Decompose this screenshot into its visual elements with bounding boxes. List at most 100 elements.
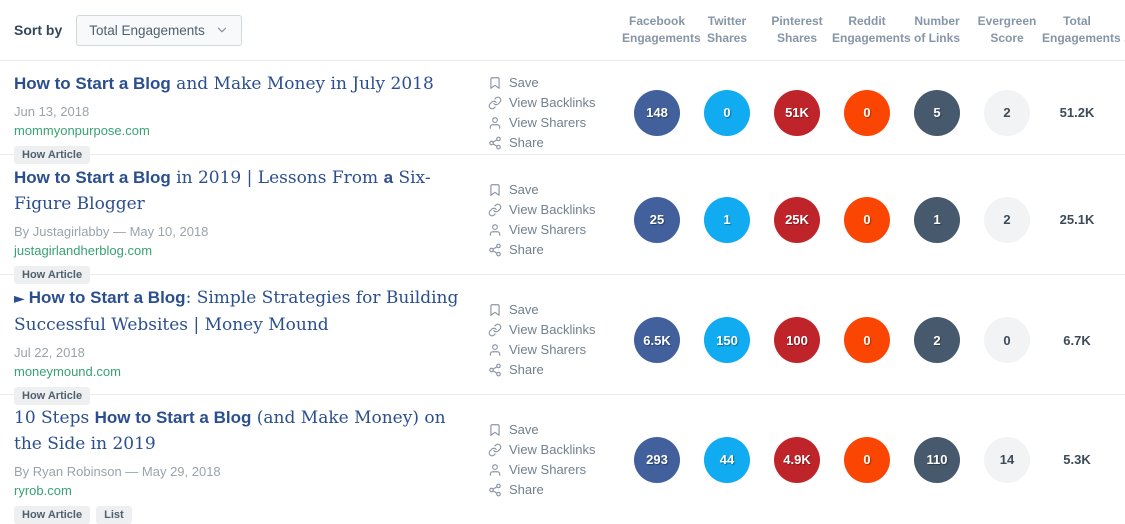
tag-badge: How Article xyxy=(14,266,91,284)
column-header-reddit-engagements[interactable]: Reddit Engagements xyxy=(832,14,911,45)
article-actions: Save View Backlinks View Sharers Share xyxy=(488,302,622,378)
link-icon xyxy=(488,443,502,457)
article-date: Jul 22, 2018 xyxy=(14,345,85,360)
article-row: How to Start a Blog and Make Money in Ju… xyxy=(0,60,1125,164)
article-row: ► How to Start a Blog: Simple Strategies … xyxy=(0,274,1125,405)
article-title-link[interactable]: ► How to Start a Blog: Simple Strategies … xyxy=(14,288,459,335)
bookmark-icon xyxy=(488,303,502,317)
column-header-evergreen-score[interactable]: Evergreen Score xyxy=(977,14,1037,45)
total-engagements-value: 25.1K xyxy=(1059,212,1095,227)
share-icon xyxy=(488,363,502,377)
total-engagements-value: 6.7K xyxy=(1063,332,1091,348)
article-actions: Save View Backlinks View Sharers Share xyxy=(488,75,622,151)
view-backlinks-button[interactable]: View Backlinks xyxy=(488,202,622,218)
article-date: Jun 13, 2018 xyxy=(14,104,90,119)
sort-by-label: Sort by xyxy=(14,22,63,38)
article-domain-link[interactable]: moneymound.com xyxy=(14,364,121,379)
article-title-link[interactable]: How to Start a Blog in 2019 | Lessons Fr… xyxy=(14,168,431,214)
evergreen-score-badge: 14 xyxy=(984,436,1030,483)
sort-dropdown[interactable]: Total Engagements xyxy=(76,14,242,46)
share-button[interactable]: Share xyxy=(488,362,622,378)
evergreen-score-badge: 2 xyxy=(984,196,1030,243)
column-header-twitter-shares[interactable]: Twitter Shares xyxy=(706,14,748,45)
number-of-links-badge: 110 xyxy=(914,436,960,483)
person-icon xyxy=(488,463,502,477)
save-button[interactable]: Save xyxy=(488,75,622,91)
twitter-shares-badge: 1 xyxy=(704,196,750,243)
article-title-link[interactable]: 10 Steps How to Start a Blog (and Make M… xyxy=(14,408,446,454)
reddit-engagements-badge: 0 xyxy=(844,89,890,136)
article-tags: How Article xyxy=(14,146,478,164)
article-info: ► How to Start a Blog: Simple Strategies … xyxy=(0,275,488,405)
article-domain-link[interactable]: mommyonpurpose.com xyxy=(14,123,150,138)
bookmark-icon xyxy=(488,183,502,197)
evergreen-score-badge: 0 xyxy=(984,317,1030,363)
sort-direction-icon: ↓ xyxy=(1123,31,1125,45)
link-icon xyxy=(488,323,502,337)
save-button[interactable]: Save xyxy=(488,422,622,438)
view-backlinks-button[interactable]: View Backlinks xyxy=(488,322,622,338)
total-engagements-value: 51.2K xyxy=(1059,105,1095,120)
article-row: How to Start a Blog in 2019 | Lessons Fr… xyxy=(0,154,1125,284)
person-icon xyxy=(488,223,502,237)
article-info: How to Start a Blog and Make Money in Ju… xyxy=(0,61,488,164)
article-info: How to Start a Blog in 2019 | Lessons Fr… xyxy=(0,155,488,284)
reddit-engagements-badge: 0 xyxy=(844,317,890,363)
column-header-total-engagements[interactable]: Total Engagements↓ xyxy=(1042,13,1125,47)
number-of-links-badge: 2 xyxy=(914,317,960,363)
article-domain-link[interactable]: ryrob.com xyxy=(14,483,72,498)
link-icon xyxy=(488,96,502,110)
share-button[interactable]: Share xyxy=(488,242,622,258)
table-header: Sort by Total Engagements Facebook Engag… xyxy=(0,0,1125,60)
facebook-engagements-badge: 148 xyxy=(634,89,680,136)
sort-controls: Sort by Total Engagements xyxy=(0,14,622,46)
tag-badge: How Article xyxy=(14,506,91,524)
pinterest-shares-badge: 100 xyxy=(774,317,820,363)
share-button[interactable]: Share xyxy=(488,482,622,498)
article-info: 10 Steps How to Start a Blog (and Make M… xyxy=(0,395,488,524)
pinterest-shares-badge: 25K xyxy=(774,196,820,243)
twitter-shares-badge: 0 xyxy=(704,89,750,136)
total-engagements-value: 5.3K xyxy=(1063,452,1091,467)
person-icon xyxy=(488,116,502,130)
view-backlinks-button[interactable]: View Backlinks xyxy=(488,442,622,458)
article-tags: How Article xyxy=(14,387,478,405)
column-header-pinterest-shares[interactable]: Pinterest Shares xyxy=(771,14,823,45)
facebook-engagements-badge: 6.5K xyxy=(634,317,680,363)
save-button[interactable]: Save xyxy=(488,302,622,318)
article-tags: How Article xyxy=(14,266,478,284)
evergreen-score-badge: 2 xyxy=(984,89,1030,136)
column-header-facebook-engagements[interactable]: Facebook Engagements xyxy=(622,14,701,45)
share-button[interactable]: Share xyxy=(488,135,622,151)
play-icon: ► xyxy=(14,291,25,307)
number-of-links-badge: 1 xyxy=(914,196,960,243)
facebook-engagements-badge: 25 xyxy=(634,196,680,243)
view-sharers-button[interactable]: View Sharers xyxy=(488,342,622,358)
twitter-shares-badge: 150 xyxy=(704,317,750,363)
article-actions: Save View Backlinks View Sharers Share xyxy=(488,422,622,498)
reddit-engagements-badge: 0 xyxy=(844,436,890,483)
tag-badge: How Article xyxy=(14,387,91,405)
pinterest-shares-badge: 4.9K xyxy=(774,436,820,483)
reddit-engagements-badge: 0 xyxy=(844,196,890,243)
article-tags: How Article List xyxy=(14,506,478,524)
share-icon xyxy=(488,243,502,257)
article-actions: Save View Backlinks View Sharers Share xyxy=(488,182,622,258)
person-icon xyxy=(488,343,502,357)
article-author-date: By Ryan Robinson — May 29, 2018 xyxy=(14,464,221,479)
chevron-down-icon xyxy=(215,23,229,37)
tag-badge: List xyxy=(96,506,132,524)
article-title-link[interactable]: How to Start a Blog and Make Money in Ju… xyxy=(14,74,434,94)
view-sharers-button[interactable]: View Sharers xyxy=(488,115,622,131)
view-sharers-button[interactable]: View Sharers xyxy=(488,222,622,238)
article-domain-link[interactable]: justagirlandherblog.com xyxy=(14,243,153,258)
link-icon xyxy=(488,203,502,217)
sort-dropdown-value: Total Engagements xyxy=(89,22,205,38)
share-icon xyxy=(488,136,502,150)
save-button[interactable]: Save xyxy=(488,182,622,198)
facebook-engagements-badge: 293 xyxy=(634,436,680,483)
view-backlinks-button[interactable]: View Backlinks xyxy=(488,95,622,111)
view-sharers-button[interactable]: View Sharers xyxy=(488,462,622,478)
bookmark-icon xyxy=(488,423,502,437)
column-header-number-of-links[interactable]: Number of Links xyxy=(913,14,960,45)
